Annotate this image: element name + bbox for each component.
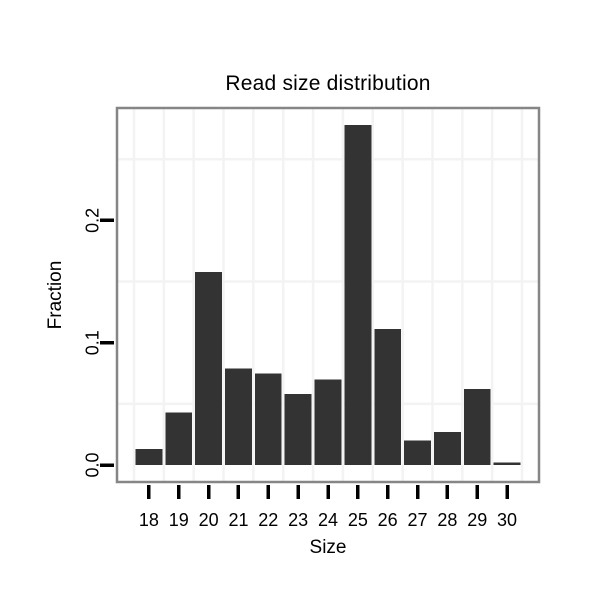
y-tick-label: 0.2 xyxy=(82,208,102,233)
bar xyxy=(404,440,431,465)
bar xyxy=(135,449,163,465)
x-tick-label: 18 xyxy=(139,510,159,530)
x-tick-label: 27 xyxy=(408,510,428,530)
x-tick-label: 20 xyxy=(199,510,219,530)
x-tick-label: 19 xyxy=(169,510,189,530)
x-tick-label: 26 xyxy=(378,510,398,530)
x-tick-label: 21 xyxy=(228,510,248,530)
chart-title: Read size distribution xyxy=(225,72,431,95)
bar xyxy=(225,368,252,465)
bar xyxy=(254,373,282,465)
x-tick-label: 22 xyxy=(258,510,278,530)
panel-border xyxy=(115,106,541,484)
bar xyxy=(165,412,193,465)
bar xyxy=(433,431,461,465)
y-tick-label: 0.1 xyxy=(82,330,102,355)
x-tick-label: 28 xyxy=(437,510,457,530)
bar xyxy=(493,462,521,465)
x-tick-label: 24 xyxy=(318,510,338,530)
bar xyxy=(463,389,491,465)
x-tick-label: 25 xyxy=(348,510,368,530)
bar xyxy=(195,271,223,465)
bar xyxy=(344,125,372,465)
y-tick-label: 0.0 xyxy=(82,452,102,477)
x-axis-title: Size xyxy=(309,537,347,558)
x-tick-label: 23 xyxy=(288,510,308,530)
x-tick-label: 30 xyxy=(497,510,517,530)
x-tick-label: 29 xyxy=(467,510,487,530)
bar xyxy=(284,394,312,465)
bar xyxy=(314,379,342,465)
bar xyxy=(374,329,402,465)
